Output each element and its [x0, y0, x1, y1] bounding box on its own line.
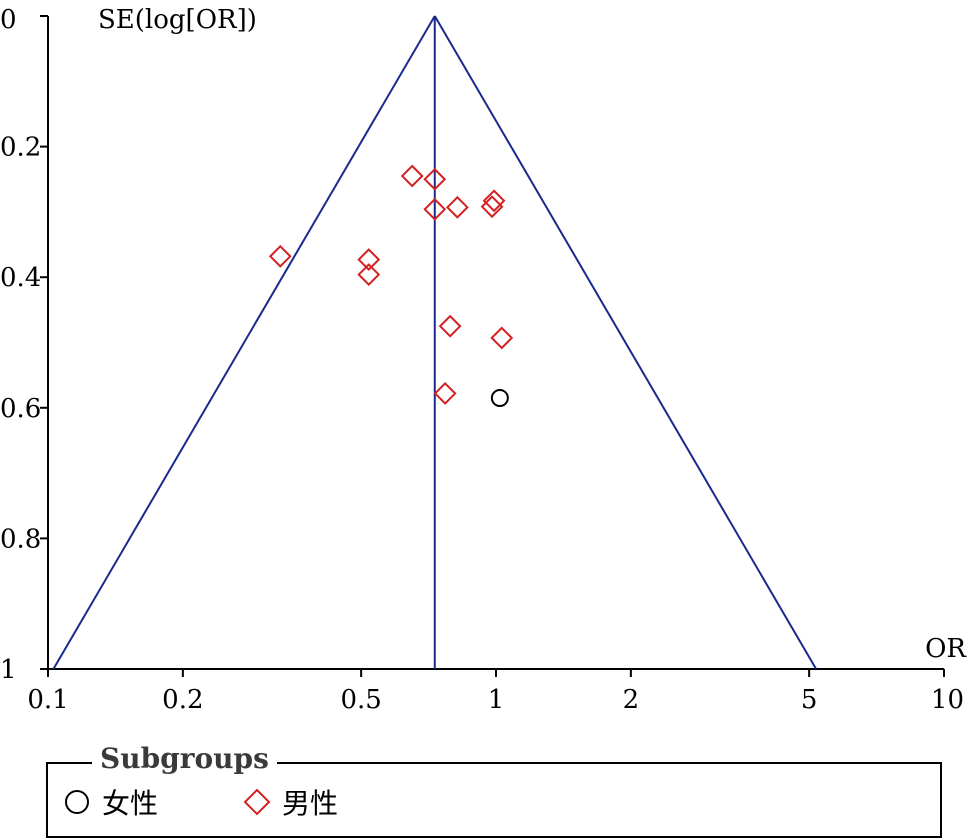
data-point-diamond [423, 167, 447, 191]
data-point-diamond [482, 189, 506, 213]
data-point-diamond [400, 164, 424, 188]
legend-label-male: 男性 [282, 787, 339, 820]
x-tick-label: 1 [488, 685, 505, 715]
data-point-diamond [445, 195, 469, 219]
legend [46, 762, 942, 838]
x-tick-label: 10 [931, 685, 964, 715]
legend-item-female: 女性 [62, 782, 158, 822]
funnel-right-limit [433, 15, 817, 670]
x-axis: 0.1 0.2 0.5 1 2 5 10 [27, 668, 964, 715]
x-tick-label: 5 [801, 685, 818, 715]
y-tick-label: 0.2 [0, 133, 41, 163]
legend-item-male: 男性 [242, 782, 338, 822]
x-tick-label: 0.1 [27, 685, 68, 715]
circle-marker-icon [65, 790, 89, 814]
data-point-diamond [490, 326, 514, 350]
x-axis-title: OR [925, 634, 967, 664]
y-tick-label: 0.4 [0, 263, 41, 293]
data-points [268, 164, 514, 408]
diamond-marker-icon [243, 788, 271, 816]
funnel-lines [52, 15, 817, 670]
data-point-diamond [423, 197, 447, 221]
data-point-diamond [480, 195, 504, 219]
legend-label-female: 女性 [102, 787, 159, 820]
data-point-diamond [268, 244, 292, 268]
y-tick-label: 1 [0, 655, 17, 685]
y-axis: 0 0.2 0.4 0.6 0.8 1 [0, 5, 49, 685]
y-tick-label: 0.8 [0, 524, 41, 554]
data-point-diamond [438, 314, 462, 338]
funnel-plot: 0 0.2 0.4 0.6 0.8 1 0.1 0.2 0.5 1 2 5 10 SE(log[OR]… [0, 5, 967, 715]
x-tick-label: 2 [623, 685, 640, 715]
x-tick-label: 0.5 [340, 685, 381, 715]
data-point-diamond [357, 248, 381, 271]
data-point-circle [490, 389, 509, 408]
data-point-diamond [433, 382, 457, 405]
funnel-left-limit [52, 15, 436, 670]
data-point-diamond [357, 263, 381, 287]
y-tick-label: 0.6 [0, 394, 41, 424]
y-axis-title: SE(log[OR]) [98, 5, 257, 35]
legend-title: Subgroups [92, 742, 277, 775]
y-tick-label: 0 [0, 5, 17, 35]
x-tick-label: 0.2 [162, 685, 203, 715]
